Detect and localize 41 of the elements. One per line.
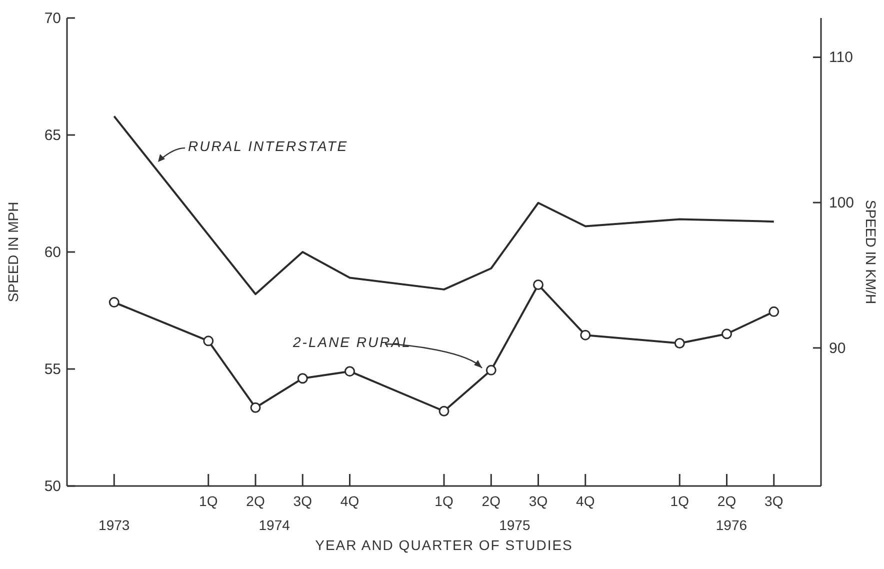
y2-axis-title: SPEED IN KM/H — [863, 200, 880, 304]
x-tick-label: 1Q — [199, 493, 218, 509]
x-tick-label: 3Q — [764, 493, 784, 509]
point — [297, 373, 308, 384]
x-tick-label: 1Q — [670, 493, 690, 509]
y-tick-label: 65 — [44, 127, 61, 144]
point — [250, 402, 261, 413]
point — [344, 366, 355, 377]
text: 1975 — [499, 517, 530, 533]
x-tick-label: 2Q — [246, 493, 265, 509]
point — [722, 328, 732, 340]
point — [533, 280, 544, 290]
point — [203, 336, 214, 346]
point — [438, 406, 450, 416]
x-tick-label: 3Q — [293, 493, 312, 509]
x-axis-title: YEAR AND QUARTER OF STUDIES — [315, 537, 573, 553]
point — [580, 330, 591, 340]
y-tick-label: 70 — [44, 10, 61, 27]
line-series — [113, 115, 775, 296]
y2-tick-label: 110 — [829, 49, 853, 66]
y-tick-label: 60 — [44, 244, 61, 261]
y2-tick-label: 90 — [829, 340, 846, 357]
y-axis-title: SPEED IN MPH — [4, 202, 21, 302]
series-label: 2-LANE RURAL — [292, 334, 412, 350]
legend-label: RURAL INTERSTATE — [188, 138, 348, 154]
x-tick-label: 3Q — [528, 493, 548, 509]
x-tick-label: 2Q — [717, 493, 736, 509]
y-tick-label: 50 — [44, 478, 61, 495]
x-tick-label: 2Q — [482, 493, 501, 509]
point — [768, 306, 780, 317]
y-tick-label: 55 — [44, 361, 61, 378]
x-tick-label: 4Q — [576, 493, 595, 509]
x-tick-label: 4Q — [340, 493, 360, 509]
point — [108, 297, 120, 308]
point — [486, 364, 496, 376]
x-tick-label: 1Q — [434, 493, 454, 509]
x-tick-label: 1973 — [98, 517, 130, 533]
y2-tick-label: 100 — [829, 194, 854, 212]
text: 1976 — [716, 517, 748, 533]
text: 1974 — [258, 517, 290, 533]
point — [674, 338, 685, 349]
